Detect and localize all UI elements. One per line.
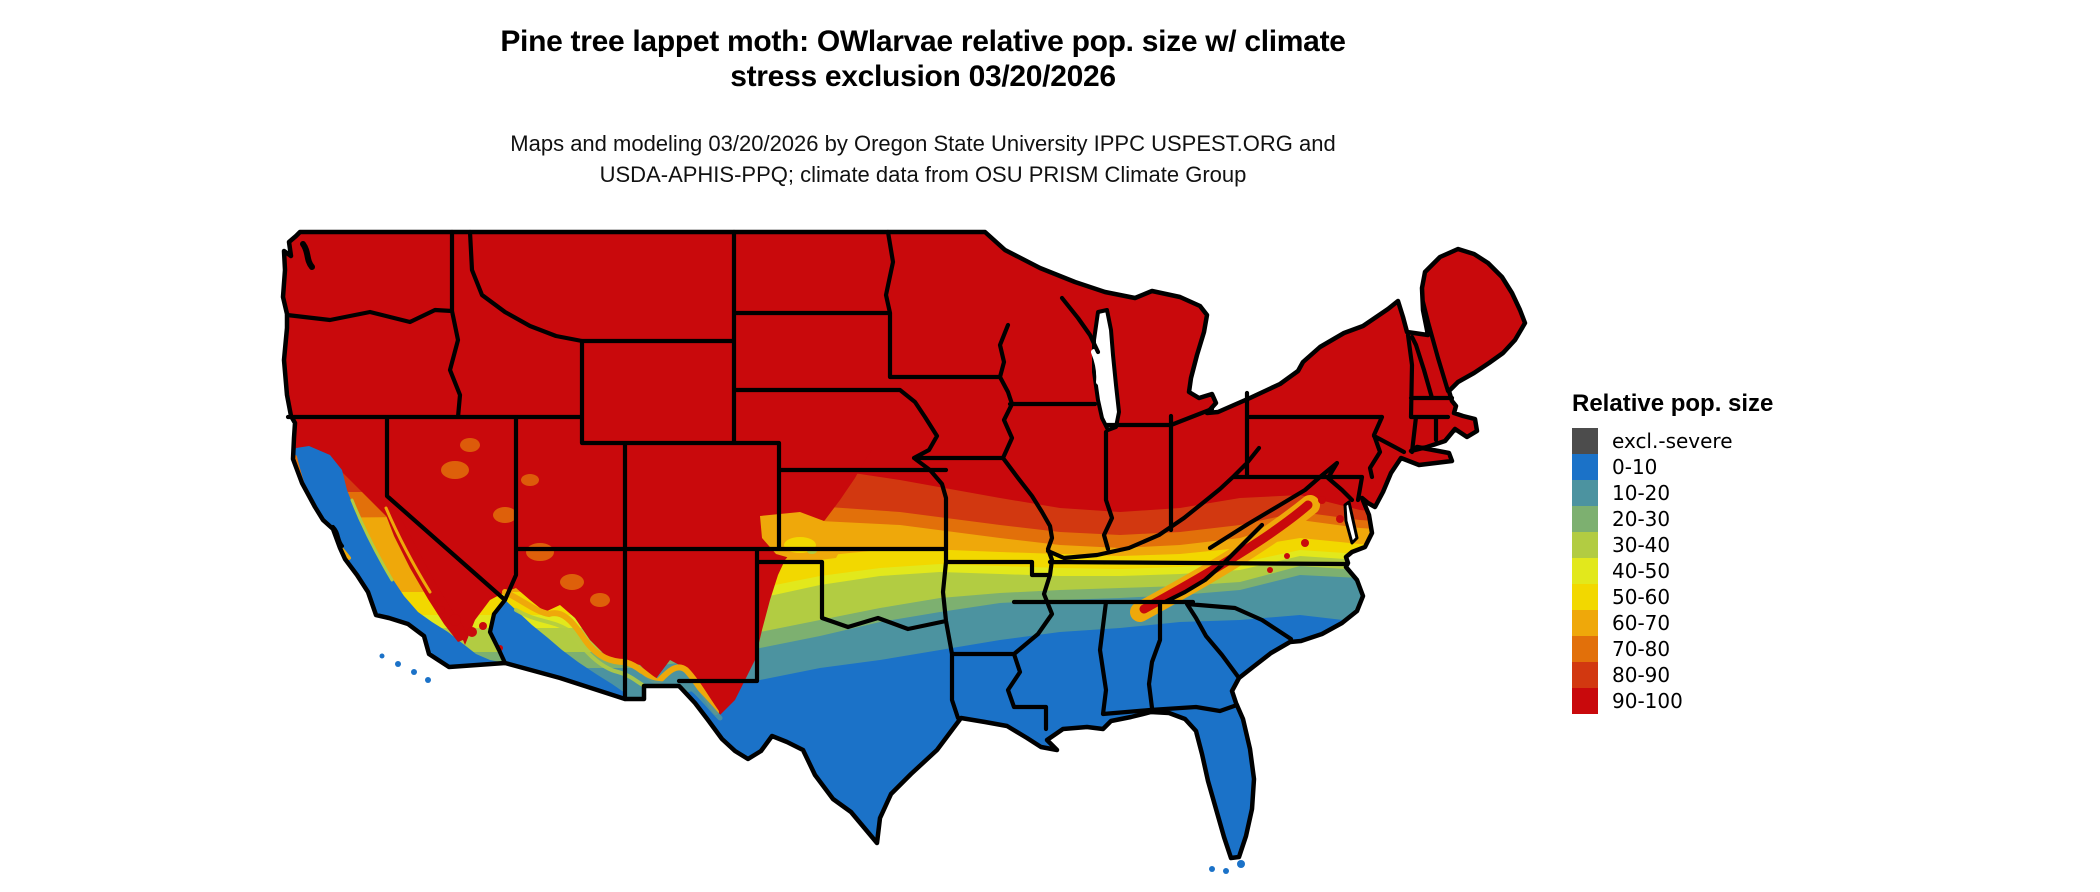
appalachian-spot [1301,539,1309,547]
legend-item: excl.-severe [1572,428,1773,454]
channel-island-dot [411,669,417,675]
appalachian-spot [1318,496,1326,504]
florida-keys-dot [1237,860,1245,868]
legend-swatch [1572,610,1598,636]
legend-item-label: 90-100 [1612,689,1683,713]
legend-swatch [1572,688,1598,714]
florida-keys-dot [1223,868,1229,874]
legend-item: 0-10 [1572,454,1773,480]
raster-layers [283,232,1525,858]
legend-item-label: 60-70 [1612,611,1671,635]
legend-item-label: 70-80 [1612,637,1671,661]
legend-swatch [1572,558,1598,584]
southwest-fringe-green [514,608,658,694]
legend-item: 50-60 [1572,584,1773,610]
legend-item: 70-80 [1572,636,1773,662]
legend-item: 60-70 [1572,610,1773,636]
basin-mottle [441,461,469,479]
legend-item-label: 30-40 [1612,533,1671,557]
channel-island-dot [425,677,431,683]
oregon-coast-fringe [284,422,290,448]
valley-fringe [350,498,394,582]
puget-sound [300,241,315,270]
san-francisco-bay [331,525,344,548]
legend-item-label: 20-30 [1612,507,1671,531]
basin-mottle [526,543,554,561]
basin-mottle [590,593,610,607]
legend-swatch [1572,532,1598,558]
legend: Relative pop. size excl.-severe 0-10 10-20… [1572,390,1773,714]
legend-item-label: excl.-severe [1612,429,1733,453]
legend-swatch [1572,454,1598,480]
appalachian-spot [1284,553,1290,559]
map-title-line1: Pine tree lappet moth: OWlarvae relative… [500,25,1346,58]
chesapeake-bay [1343,500,1359,545]
map-title: Pine tree lappet moth: OWlarvae relative… [283,24,1563,94]
legend-title: Relative pop. size [1572,390,1774,417]
arizona-low-zone [492,600,625,699]
us-outline [280,229,1528,861]
map-subtitle-line2: USDA-APHIS-PPQ; climate data from OSU PR… [599,162,1247,187]
florida-keys-dot [1209,866,1215,872]
legend-item: 90-100 [1572,688,1773,714]
sierra-west-fringe [384,506,432,594]
newmexico-fringe-teal [637,673,723,721]
legend-item-label: 80-90 [1612,663,1671,687]
california-low-zone [293,446,505,667]
socal-mountain-spot [449,614,461,626]
map-subtitle-line1: Maps and modeling 03/20/2026 by Oregon S… [510,131,1336,156]
state-borders [284,229,1455,732]
map-title-line2: stress exclusion 03/20/2026 [730,60,1116,93]
legend-item: 80-90 [1572,662,1773,688]
basin-mottle [493,507,517,523]
channel-island-dot [379,653,385,659]
legend-swatch [1572,636,1598,662]
appalachian-spot [1267,567,1273,573]
green-bay [1091,349,1103,385]
basin-mottle [460,438,480,452]
basin-mottle [560,574,584,590]
map-subtitle: Maps and modeling 03/20/2026 by Oregon S… [283,128,1563,190]
legend-item: 40-50 [1572,558,1773,584]
channel-island-dot [395,661,401,667]
sierra-nevada-zone [384,498,468,642]
appalachian-ridge [1139,500,1313,614]
socal-mountain-spot [437,606,445,614]
western-high-zone [283,232,872,715]
legend-swatch [1572,662,1598,688]
legend-item: 30-40 [1572,532,1773,558]
socal-mountain-spot [479,622,487,630]
legend-swatch [1572,584,1598,610]
appalachian-spot [1336,515,1344,523]
legend-item-label: 40-50 [1612,559,1671,583]
legend-item: 10-20 [1572,480,1773,506]
legend-rows: excl.-severe 0-10 10-20 20-30 30-40 40-50 50-6… [1572,428,1773,714]
legend-swatch [1572,506,1598,532]
legend-swatch [1572,480,1598,506]
legend-item-label: 0-10 [1612,455,1658,479]
socal-mountain-spot [467,627,477,637]
legend-item-label: 50-60 [1612,585,1671,609]
basin-mottle [521,474,539,486]
legend-swatch [1572,428,1598,454]
legend-item: 20-30 [1572,506,1773,532]
legend-item-label: 10-20 [1612,481,1671,505]
